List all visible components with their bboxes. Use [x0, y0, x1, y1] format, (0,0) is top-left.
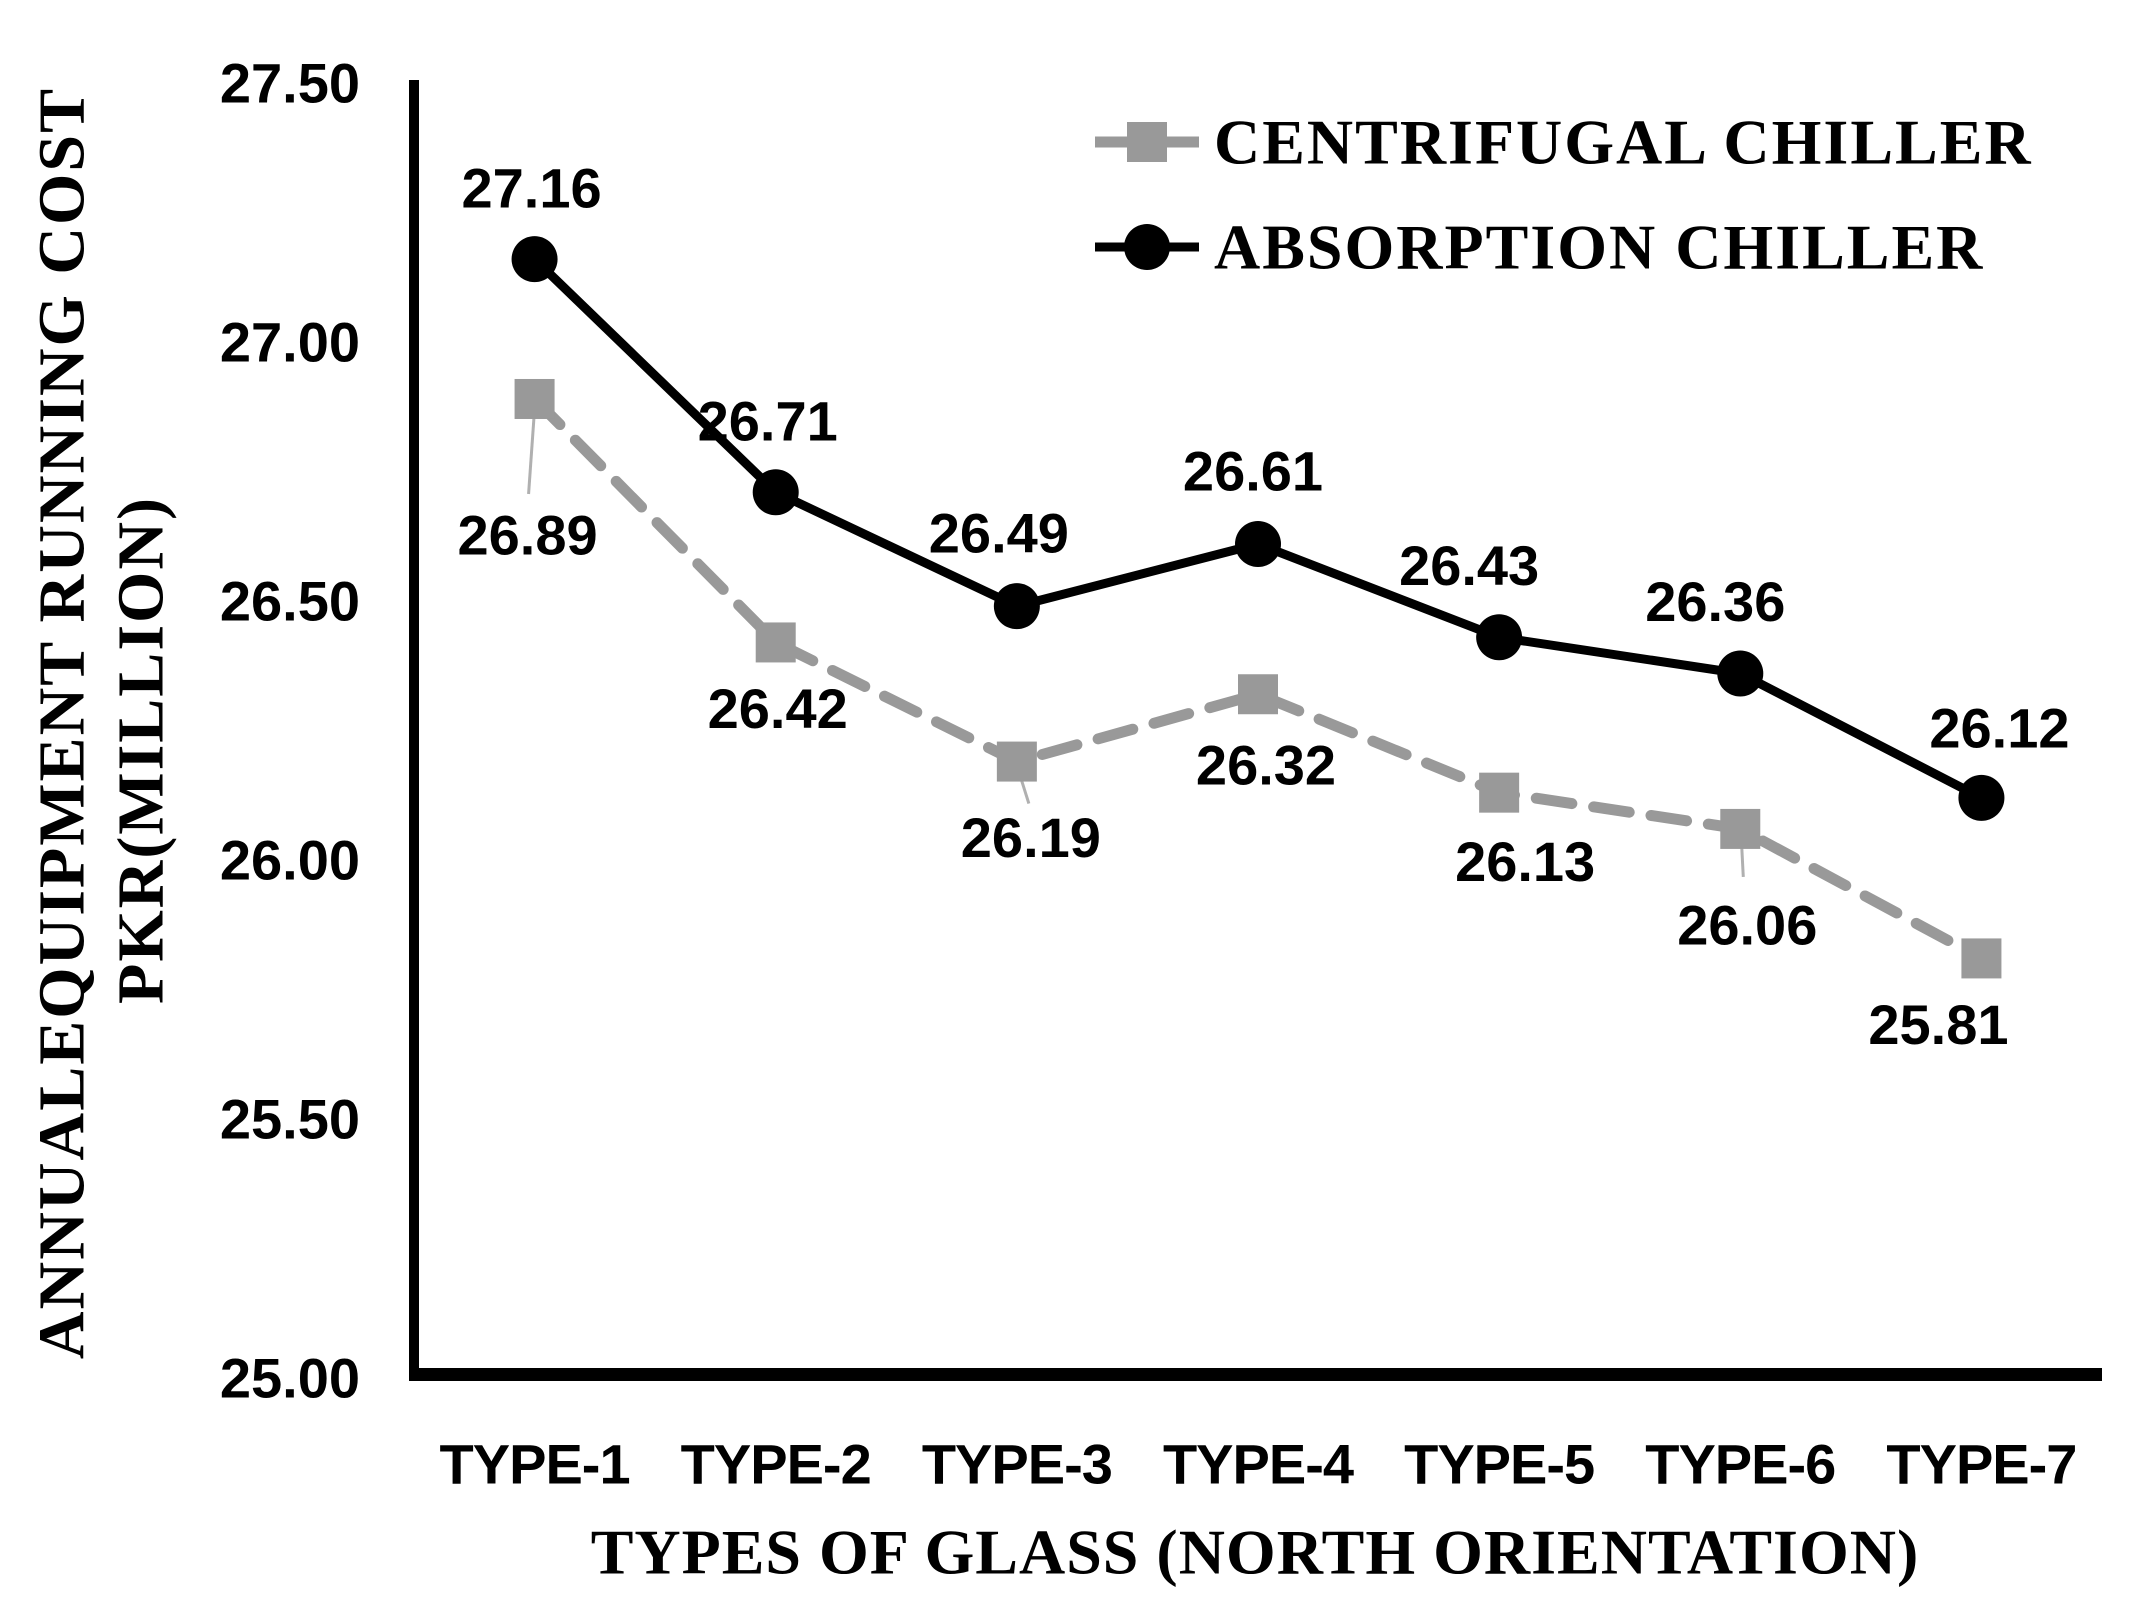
x-tick-label: TYPE-7	[1886, 1433, 2076, 1496]
x-axis-title: TYPES OF GLASS (NORTH ORIENTATION)	[591, 1517, 1920, 1588]
data-point-marker-square	[1479, 772, 1520, 813]
data-point-marker-square	[1961, 938, 2002, 979]
data-label: 26.19	[961, 806, 1101, 869]
y-axis-title-line1: ANNUALEQUIPMENT RUNNING COST	[26, 87, 99, 1359]
legend-square-marker-icon	[1127, 122, 1167, 162]
data-label: 27.16	[462, 157, 602, 220]
series-absorption: 27.16 26.71 26.49 26.61 26.43 26.36 26.12	[462, 157, 2069, 821]
data-label-leader-line	[527, 408, 537, 495]
data-label: 26.06	[1677, 893, 1817, 956]
data-point-marker-square	[755, 622, 796, 663]
legend-label-absorption: ABSORPTION CHILLER	[1214, 212, 1984, 283]
legend-item-centrifugal: CENTRIFUGAL CHILLER	[1095, 107, 2033, 178]
data-label: 25.81	[1868, 993, 2008, 1056]
data-label: 26.49	[929, 502, 1069, 565]
data-point-marker-circle	[993, 583, 1040, 630]
data-label: 26.43	[1399, 534, 1539, 597]
legend-label-centrifugal: CENTRIFUGAL CHILLER	[1214, 107, 2033, 178]
y-tick-label: 26.00	[220, 829, 360, 892]
data-label: 26.13	[1455, 830, 1595, 893]
x-tick-label: TYPE-1	[440, 1433, 630, 1496]
data-label: 26.36	[1645, 570, 1785, 633]
x-axis-spine	[409, 1368, 2102, 1381]
data-label: 26.89	[458, 503, 598, 566]
y-tick-label: 27.00	[220, 311, 360, 374]
plot-series: 26.89 26.42 26.19 26.32 26.13 26.06 25.81 27.16…	[458, 157, 2070, 1056]
legend: CENTRIFUGAL CHILLER ABSORPTION CHILLER	[1095, 107, 2033, 283]
x-tick-label: TYPE-5	[1404, 1433, 1594, 1496]
data-label: 26.42	[708, 677, 848, 740]
series-centrifugal: 26.89 26.42 26.19 26.32 26.13 26.06 25.81	[458, 378, 2008, 1056]
legend-circle-marker-icon	[1124, 224, 1170, 270]
data-point-marker-circle	[1958, 774, 2005, 821]
x-tick-label: TYPE-2	[681, 1433, 871, 1496]
x-axis-tick-labels: TYPE-1 TYPE-2 TYPE-3 TYPE-4 TYPE-5 TYPE-6 TYPE…	[440, 1433, 2078, 1496]
data-label: 26.32	[1196, 734, 1336, 797]
data-point-marker-square	[1720, 808, 1761, 849]
data-point-marker-circle	[511, 236, 558, 283]
data-label: 26.61	[1183, 440, 1323, 503]
legend-item-absorption: ABSORPTION CHILLER	[1095, 212, 1984, 283]
y-tick-label: 25.50	[220, 1088, 360, 1151]
y-axis-tick-labels: 27.50 27.00 26.50 26.00 25.50 25.00	[220, 52, 360, 1410]
y-tick-label: 26.50	[220, 570, 360, 633]
data-point-marker-square	[996, 741, 1037, 782]
y-axis-spine	[409, 80, 419, 1376]
data-label: 26.71	[698, 390, 838, 453]
x-tick-label: TYPE-3	[922, 1433, 1112, 1496]
data-point-marker-square	[514, 378, 555, 419]
data-point-marker-circle	[752, 469, 799, 516]
data-point-marker-circle	[1235, 521, 1281, 568]
data-point-marker-square	[1238, 674, 1278, 715]
y-tick-label: 25.00	[220, 1347, 360, 1410]
data-label: 26.12	[1929, 696, 2069, 759]
x-tick-label: TYPE-4	[1163, 1433, 1354, 1496]
x-tick-label: TYPE-6	[1645, 1433, 1835, 1496]
y-axis-title-line2: PKR(MILLION)	[105, 496, 178, 1004]
data-point-marker-circle	[1476, 614, 1523, 661]
data-point-marker-circle	[1717, 650, 1764, 697]
y-tick-label: 27.50	[220, 52, 360, 115]
